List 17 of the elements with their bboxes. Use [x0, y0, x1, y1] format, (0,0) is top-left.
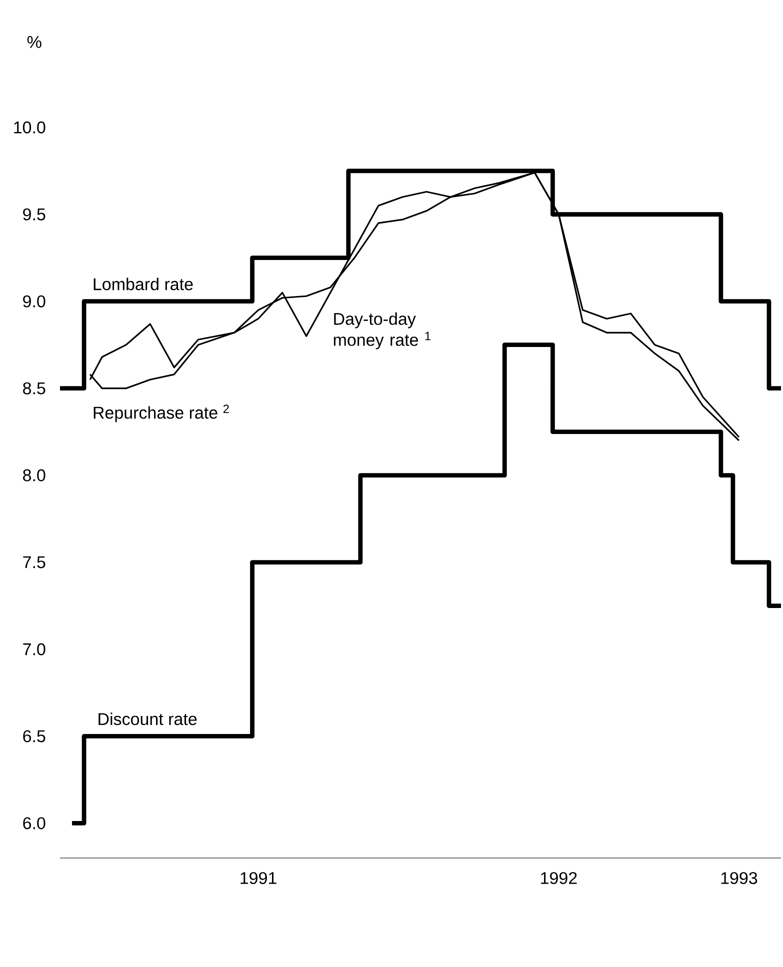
y-tick-label: 7.0: [23, 643, 46, 656]
y-tick-label: 6.0: [23, 817, 46, 830]
y-tick-label: 10.0: [14, 121, 46, 134]
x-tick-label: 1992: [540, 872, 577, 884]
y-tick-label: 6.5: [23, 730, 46, 742]
x-tick-label: 1993: [721, 872, 758, 884]
y-tick-label: 8.0: [22, 469, 46, 482]
y-tick-label: 8.5: [22, 382, 46, 394]
y-tick-label: 7.5: [23, 556, 46, 568]
x-tick-label: 1991: [240, 872, 276, 884]
series-label: Day-to-day money rate $^{1}$: [334, 312, 430, 350]
series-label: Lombard rate: [94, 278, 193, 290]
series-label: Repurchase rate $^{2}$: [94, 404, 229, 422]
y-tick-label: 9.5: [22, 208, 46, 220]
y-axis-title: %: [27, 36, 42, 48]
series-label: Discount rate: [98, 712, 197, 726]
y-tick-label: 9.0: [22, 295, 46, 308]
